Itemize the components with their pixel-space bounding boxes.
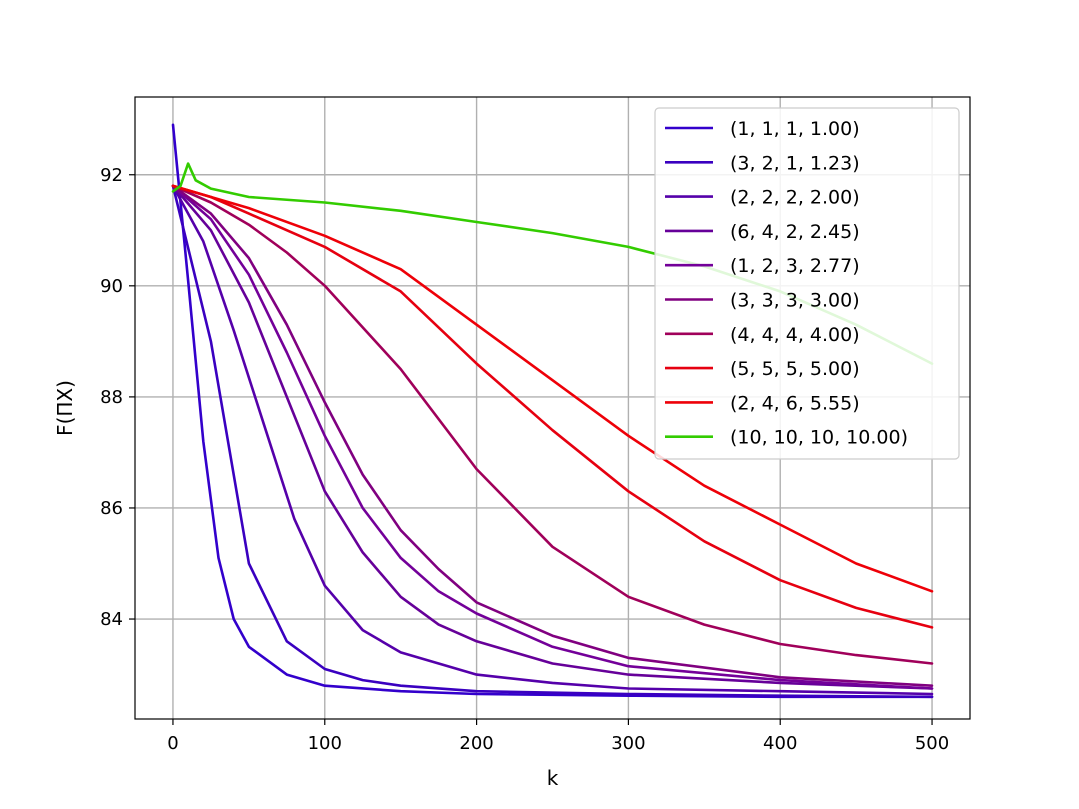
- legend-entry-label: (3, 2, 1, 1.23): [730, 152, 860, 174]
- series-line-0: [171, 123, 934, 699]
- series-lines: [171, 123, 934, 699]
- series-line-4: [171, 184, 934, 690]
- legend-entry-label: (5, 5, 5, 5.00): [730, 358, 860, 380]
- series-line-3: [171, 184, 934, 690]
- series-line-2: [171, 184, 934, 696]
- legend-entry-label: (6, 4, 2, 2.45): [730, 221, 860, 243]
- legend-entry-label: (4, 4, 4, 4.00): [730, 324, 860, 346]
- axis-ticks: 0 100 200 300 400 500 84 86 88 90 92: [100, 165, 949, 754]
- x-axis-label: k: [547, 766, 559, 790]
- legend-entry-label: (1, 1, 1, 1.00): [730, 118, 860, 140]
- x-tick-label: 500: [915, 733, 949, 754]
- series-line-7: [171, 184, 934, 629]
- plot-frame: [134, 96, 971, 720]
- legend-entry-label: (3, 3, 3, 3.00): [730, 290, 860, 312]
- y-tick-label: 90: [100, 276, 123, 297]
- legend: (1, 1, 1, 1.00) (3, 2, 1, 1.23) (2, 2, 2, …: [654, 107, 960, 460]
- legend-entry-label: (1, 2, 3, 2.77): [730, 255, 860, 277]
- legend-entry-label: (2, 2, 2, 2.00): [730, 187, 860, 209]
- y-tick-label: 86: [100, 498, 123, 519]
- series-line-8: [171, 184, 934, 593]
- legend-entry-label: (2, 4, 6, 5.55): [730, 392, 860, 414]
- series-line-5: [171, 184, 934, 687]
- x-tick-label: 300: [611, 733, 645, 754]
- x-tick-label: 100: [308, 733, 342, 754]
- series-line-1: [171, 184, 934, 699]
- legend-entry-label: (10, 10, 10, 10.00): [730, 427, 908, 449]
- series-line-6: [171, 184, 934, 665]
- x-tick-label: 0: [167, 733, 178, 754]
- legend-box: [654, 107, 960, 460]
- x-tick-label: 400: [763, 733, 797, 754]
- y-axis-label: F(ΠX): [53, 380, 77, 436]
- x-tick-label: 200: [459, 733, 493, 754]
- y-tick-label: 84: [100, 609, 123, 630]
- y-tick-label: 92: [100, 165, 123, 186]
- y-tick-label: 88: [100, 387, 123, 408]
